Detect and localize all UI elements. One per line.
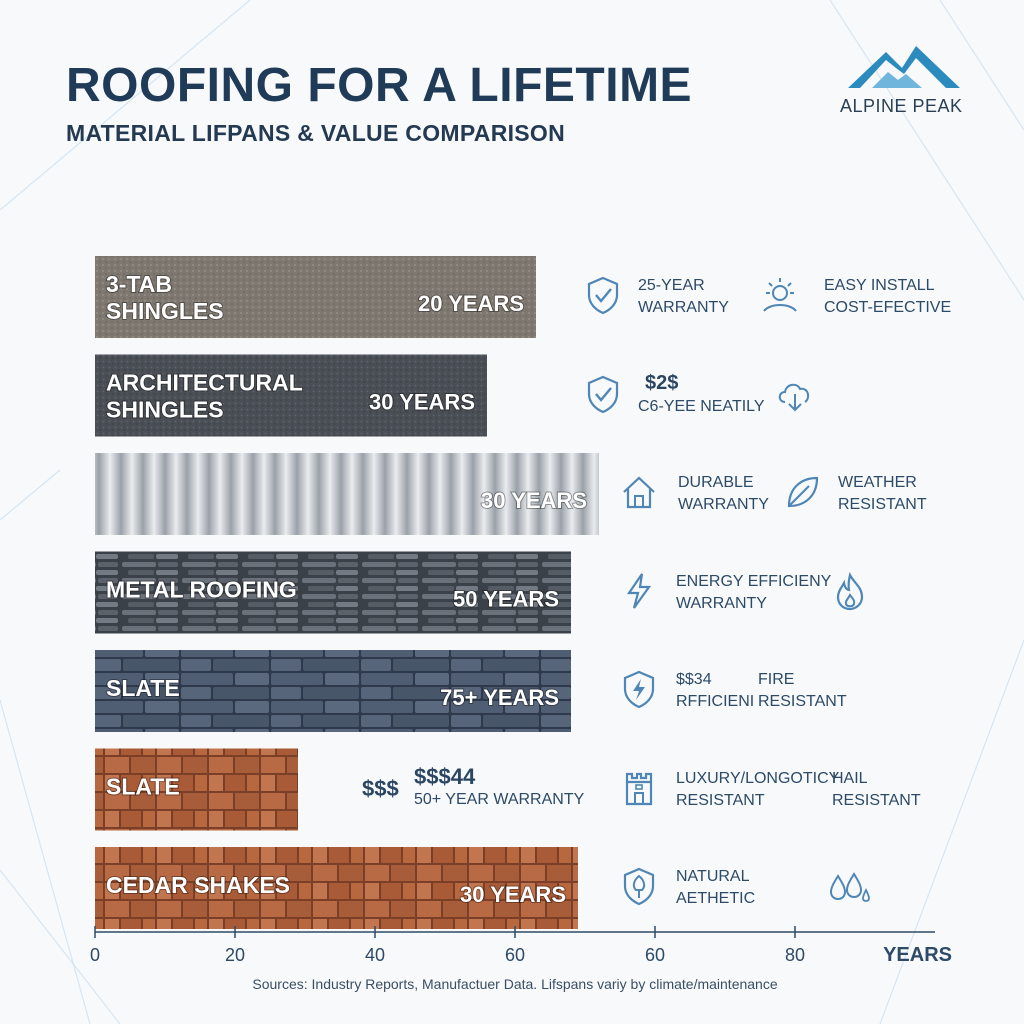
bar-value-label-1: 20 YEARS: [418, 291, 524, 316]
feature-line: HAIL: [832, 769, 868, 787]
x-tick-label: 60: [505, 945, 525, 965]
bar-2: [95, 354, 487, 437]
feature-line: C6-YEE NEATILY: [638, 397, 765, 415]
brand-name: ALPINE PEAK: [840, 96, 963, 116]
feature-line: DURABLE: [678, 474, 754, 491]
mountain-logo-icon: [848, 46, 960, 88]
x-tick-label: 80: [785, 945, 805, 965]
bar-6: [95, 748, 298, 831]
feature-line: RFFICIENI: [676, 693, 755, 710]
bar-label-5: SLATE: [106, 675, 180, 701]
bar-label-1: 3-TAB SHINGLES: [106, 271, 224, 324]
price-value: $$$44: [414, 763, 476, 789]
bar-value-label-3: 30 YEARS: [481, 488, 587, 513]
bar-value-label-5: 75+ YEARS: [440, 685, 559, 710]
cloud-download-icon: [775, 374, 821, 421]
page-subtitle: MATERIAL LIFPANS & VALUE COMPARISON: [66, 120, 566, 146]
page-title: ROOFING FOR A LIFETIME: [66, 59, 693, 112]
bar-label-6: SLATE: [106, 774, 180, 800]
bar-label-7: CEDAR SHAKES: [106, 872, 290, 898]
x-axis-unit-label: YEARS: [883, 944, 952, 966]
tower-icon: [619, 768, 665, 815]
house-icon: [619, 472, 665, 519]
bar-1: [95, 256, 536, 338]
feature-text: C6-YEE NEATILY: [638, 374, 765, 418]
feature-line: COST-EFECTIVE: [824, 299, 952, 316]
feature-text: HAIL RESISTANT: [832, 768, 921, 812]
feature-line: WEATHER: [838, 474, 917, 491]
feature-line: RESISTANT: [758, 693, 847, 710]
flame-icon: [830, 571, 876, 618]
feature-text: 25-YEAR WARRANTY: [638, 275, 729, 319]
feature-text: DURABLE WARRANTY: [678, 472, 769, 516]
bar-value-label-4: 50 YEARS: [453, 587, 559, 612]
feature-line: $$34: [676, 671, 712, 688]
feature-text: FIRE RESISTANT: [758, 669, 847, 713]
feature-text: $$34 RFFICIENI: [676, 669, 754, 713]
feature-text: EASY INSTALL COST-EFECTIVE: [824, 275, 951, 319]
feature-line: NATURAL: [676, 868, 750, 885]
feature-line: ENERGY EFFICIENY: [676, 572, 832, 590]
x-tick-label: 40: [365, 945, 385, 965]
feature-line: EASY INSTALL: [824, 277, 935, 294]
feature-line: RESISTANT: [676, 791, 765, 809]
water-drops-icon: [826, 866, 872, 913]
x-tick-label: 20: [225, 945, 245, 965]
shield-check-icon: [583, 374, 629, 421]
feature-line: FIRE: [758, 671, 795, 688]
price-tier: $2$: [645, 371, 679, 394]
source-note: Sources: Industry Reports, Manufactuer D…: [252, 976, 778, 992]
feature-text: NATURAL AETHETIC: [676, 866, 755, 910]
feature-text: LUXURY/LONGOTICY RESISTANT: [676, 768, 839, 812]
feature-line: AETHETIC: [676, 890, 756, 907]
feature-line: 25-YEAR: [638, 277, 705, 294]
bar-4: [95, 551, 571, 634]
shield-check-icon: [583, 275, 629, 322]
bar-label-2: ARCHITECTURAL SHINGLES: [106, 370, 303, 423]
sun-person-icon: [760, 275, 806, 322]
feature-line: WARRANTY: [638, 299, 729, 316]
feature-text: WEATHER RESISTANT: [838, 472, 927, 516]
price-tier: $$$: [362, 775, 399, 801]
leaf-icon: [783, 472, 829, 519]
feature-line: RESISTANT: [832, 791, 921, 809]
feature-text: ENERGY EFFICIENY WARRANTY: [676, 571, 831, 615]
shield-bolt-icon: [619, 669, 665, 716]
bar-value-label-2: 30 YEARS: [369, 390, 475, 415]
bar-7: [95, 847, 578, 929]
x-tick-label: 0: [90, 945, 100, 965]
feature-line: WARRANTY: [676, 594, 767, 612]
bar-5: [95, 650, 571, 732]
x-tick-label: 60: [645, 945, 665, 965]
x-axis: 0 20 40 60 60 80 YEARS: [90, 926, 952, 966]
feature-line: WARRANTY: [678, 496, 769, 513]
feature-line: LUXURY/LONGOTICY: [676, 769, 840, 787]
bar-value-label-7: 30 YEARS: [460, 882, 566, 907]
bar-3: [95, 453, 599, 535]
lightning-icon: [619, 571, 665, 618]
bar-label-4: METAL ROOFING: [106, 577, 297, 603]
shield-tree-icon: [619, 866, 665, 913]
warranty-note: 50+ YEAR WARRANTY: [414, 790, 585, 808]
brand-logo: ALPINE PEAK: [838, 44, 978, 124]
feature-line: RESISTANT: [838, 496, 927, 513]
